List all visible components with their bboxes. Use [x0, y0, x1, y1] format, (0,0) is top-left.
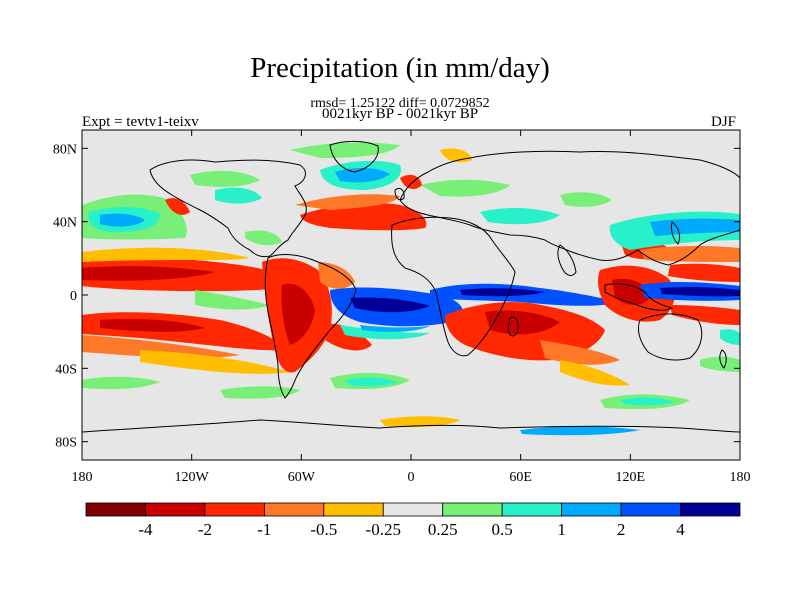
colorbar-label: -1 [257, 520, 271, 539]
north-atlantic-blue [335, 168, 390, 183]
colorbar-swatch [263, 502, 325, 517]
mediterranean-cyan [480, 208, 560, 225]
colorbar-label: 1 [557, 520, 566, 539]
africa-coastline [391, 216, 516, 357]
north-west-pacific-blue [650, 218, 740, 236]
season-label: DJF [711, 114, 737, 130]
south-pacific-yellow-tail [140, 350, 290, 374]
south-atlantic-red-tongue [320, 323, 372, 351]
coastlines [82, 140, 740, 433]
colorbar-swatch [501, 502, 563, 517]
precipitation-field [82, 130, 740, 460]
southern-ocean-cyan-mid [345, 377, 398, 387]
alaska-red-patch [165, 198, 190, 215]
lon-tick-label: 0 [408, 470, 415, 485]
gulf-mexico-green [245, 230, 282, 246]
lon-tick-label: 60W [288, 470, 316, 485]
lon-tick-label: 120E [616, 470, 646, 485]
east-pacific-cyan-patch [720, 329, 740, 345]
north-pacific-blue-patch [100, 213, 145, 227]
colorbar-label: -2 [198, 520, 212, 539]
lat-tick-label: 80S [55, 436, 77, 451]
east-pacific-green-tongue [195, 290, 270, 310]
west-pacific-dark-core [660, 286, 740, 297]
british-isles-coastline [394, 187, 405, 201]
north-brazil-orange [318, 262, 355, 289]
colorbar-swatch [204, 502, 265, 517]
indonesia-coastline [604, 283, 674, 311]
india-coastline [557, 244, 577, 276]
indian-ocean-yellow-tail [560, 360, 630, 386]
southern-ocean-green-far-east [700, 356, 740, 372]
south-west-pacific-red [670, 305, 740, 325]
lat-tick-label: 0 [70, 289, 77, 304]
north-america-cyan [215, 187, 262, 204]
north-america-coastline [149, 159, 307, 258]
colorbar-label: 0.5 [492, 520, 513, 539]
new-zealand-coastline [719, 349, 727, 369]
colorbar-swatch [382, 502, 444, 517]
pacific-itcz-dark-core [82, 266, 215, 281]
period-line: 0021kyr BP - 0021kyr BP [321, 106, 479, 122]
colorbar-swatch [620, 502, 681, 517]
west-pacific-red-north [668, 263, 740, 282]
south-america-dark-core [281, 283, 315, 345]
south-pacific-orange-fringe [82, 335, 240, 359]
colorbar: -4 -2 -1 -0.5 -0.25 0.25 0.5 1 2 4 [85, 502, 741, 539]
antarctica-coastline [82, 419, 740, 433]
colorbar-label: -0.25 [366, 520, 401, 539]
eurasia-coastline [399, 150, 740, 266]
australia-coastline [637, 313, 703, 361]
equatorial-africa-dark-core [460, 288, 545, 297]
atlantic-dark-blue-core [350, 297, 430, 313]
south-america-coastline [264, 254, 357, 399]
southern-ocean-green-west [220, 386, 300, 399]
lat-tick-label: 40S [55, 362, 77, 377]
europe-green-band [420, 179, 510, 197]
southern-ocean-cyan-east [620, 397, 675, 406]
colorbar-label: 0.25 [428, 520, 458, 539]
atlantic-light-blue-patch [360, 325, 430, 332]
colorbar-swatch [145, 502, 206, 517]
colorbar-label: 2 [617, 520, 626, 539]
antarctic-blue-strip [520, 426, 640, 436]
stats-line: rmsd= 1.25122 diff= 0.0729852 [310, 96, 490, 111]
experiment-label: Expt = tevtv1-teixv [82, 114, 199, 130]
colorbar-swatch [85, 502, 146, 517]
longitude-axis: 180 120W 60W 0 60E 120E 180 [72, 130, 751, 485]
indian-ocean-orange [540, 340, 620, 365]
greenland-coastline [329, 140, 379, 173]
southern-ocean-yellow-band [380, 416, 460, 428]
colorbar-label: -0.5 [310, 520, 337, 539]
south-pacific-dark-core [100, 318, 205, 332]
colorbar-swatch [561, 502, 622, 517]
pacific-itcz-orange-fringe [82, 247, 250, 262]
lon-tick-label: 120W [175, 470, 210, 485]
central-asia-green [560, 192, 612, 207]
lat-tick-label: 80N [53, 142, 77, 157]
lon-tick-label: 60E [509, 470, 532, 485]
lon-tick-label: 180 [730, 470, 751, 485]
colorbar-swatch [680, 502, 741, 517]
arctic-green-band [290, 142, 400, 158]
south-africa-dark-core [485, 310, 560, 335]
north-atlantic-orange [295, 194, 400, 210]
madagascar-coastline [507, 316, 519, 337]
southern-ocean-green-south [82, 376, 160, 390]
lat-tick-label: 40N [53, 216, 77, 231]
north-america-green [190, 170, 260, 187]
map-title: Precipitation (in mm/day) [250, 52, 550, 84]
colorbar-label: 4 [676, 520, 685, 539]
latitude-axis: 80N 40N 0 40S 80S [53, 142, 740, 451]
lon-tick-label: 180 [72, 470, 93, 485]
colorbar-swatch [442, 502, 503, 517]
colorbar-label: -4 [138, 520, 153, 539]
colorbar-swatch [323, 502, 384, 517]
japan-coastline [671, 221, 681, 245]
